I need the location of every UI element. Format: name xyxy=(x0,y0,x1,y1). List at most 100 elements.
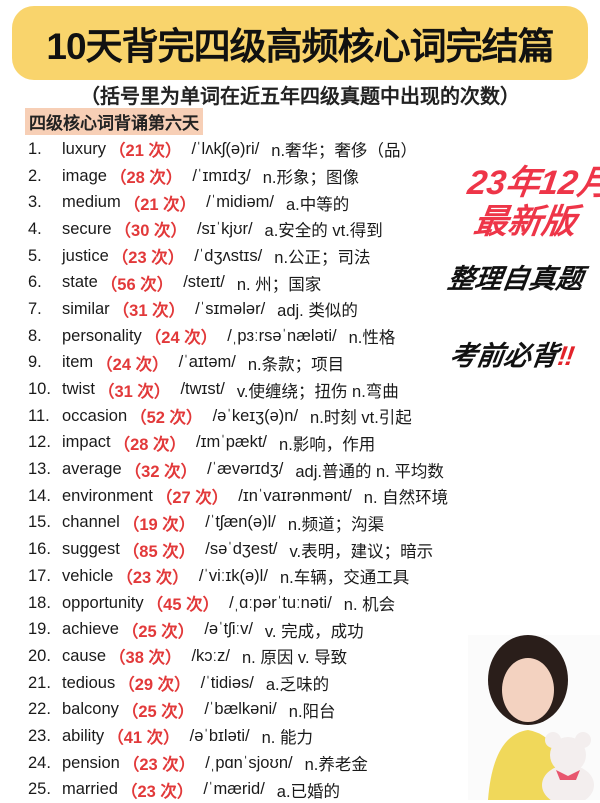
word-number: 4. xyxy=(28,220,62,239)
word-number: 23. xyxy=(28,727,62,746)
word-row: 3.medium（21 次）/ˈmidiəm/a.中等的 xyxy=(28,189,448,216)
word-meaning: a.中等的 xyxy=(286,191,349,215)
word-number: 24. xyxy=(28,754,62,773)
word-phonetic: /əˈkeɪʒ(ə)n/ xyxy=(213,407,298,426)
word-row: 18.opportunity（45 次）/ˌɑːpərˈtuːnəti/n. 机… xyxy=(28,590,448,617)
word-meaning: n.影响，作用 xyxy=(279,431,375,455)
word-meaning: a.安全的 vt.得到 xyxy=(265,217,383,241)
word-meaning: v. 完成，成功 xyxy=(265,618,364,642)
word-number: 5. xyxy=(28,247,62,266)
word-row: 22.balcony（25 次）/ˈbælkəni/n.阳台 xyxy=(28,696,448,723)
section-label: 四级核心词背诵第六天 xyxy=(25,108,203,135)
word-count: （24 次） xyxy=(96,351,168,375)
word-number: 21. xyxy=(28,674,62,693)
word-number: 3. xyxy=(28,193,62,212)
word-number: 7. xyxy=(28,300,62,319)
word-row: 19.achieve（25 次）/əˈtʃiːv/v. 完成，成功 xyxy=(28,616,448,643)
word-phonetic: /ˈtʃæn(ə)l/ xyxy=(205,513,276,532)
word-text: impact xyxy=(62,433,111,452)
word-text: justice xyxy=(62,247,109,266)
word-row: 24.pension（23 次）/ˌpɑnˈsjoʊn/n.养老金 xyxy=(28,750,448,777)
word-phonetic: /ˈɪmɪdʒ/ xyxy=(192,167,250,186)
word-text: pension xyxy=(62,754,120,773)
word-count: （56 次） xyxy=(101,271,173,295)
word-row: 16.suggest（85 次）/səˈdʒest/v.表明，建议；暗示 xyxy=(28,536,448,563)
word-row: 5.justice（23 次）/ˈdʒʌstɪs/n.公正；司法 xyxy=(28,243,448,270)
word-text: cause xyxy=(62,647,106,666)
word-number: 11. xyxy=(28,407,62,426)
word-number: 19. xyxy=(28,620,62,639)
word-meaning: adj. 类似的 xyxy=(277,297,358,321)
word-text: channel xyxy=(62,513,120,532)
word-meaning: n.车辆，交通工具 xyxy=(280,564,409,588)
must-sticker: 考前必背‼ xyxy=(448,343,576,370)
word-number: 14. xyxy=(28,487,62,506)
word-number: 25. xyxy=(28,780,62,799)
word-meaning: a.乏味的 xyxy=(266,671,329,695)
word-text: image xyxy=(62,167,107,186)
word-text: item xyxy=(62,353,93,372)
presenter-photo xyxy=(468,635,600,800)
word-count: （52 次） xyxy=(130,404,202,428)
word-row: 7.similar（31 次） /ˈsɪmələr/adj. 类似的 xyxy=(28,296,448,323)
word-number: 6. xyxy=(28,273,62,292)
word-phonetic: /ˌpɑnˈsjoʊn/ xyxy=(205,754,292,773)
word-phonetic: /steɪt/ xyxy=(183,273,225,292)
word-meaning: n.奢华；奢侈（品） xyxy=(271,137,417,161)
word-count: （24 次） xyxy=(145,324,217,348)
source-sticker: 整理自真题 xyxy=(446,266,585,293)
word-phonetic: /ˈaɪtəm/ xyxy=(179,353,236,372)
word-phonetic: /ˈtidiəs/ xyxy=(201,674,254,693)
word-text: tedious xyxy=(62,674,115,693)
word-phonetic: /ˈmidiəm/ xyxy=(206,193,274,212)
word-row: 11.occasion（52 次）/əˈkeɪʒ(ə)n/n.时刻 vt.引起 xyxy=(28,403,448,430)
word-phonetic: /əˈtʃiːv/ xyxy=(204,620,253,639)
word-number: 13. xyxy=(28,460,62,479)
page-title: 10天背完四级高频核心词完结篇 xyxy=(46,16,553,70)
word-text: suggest xyxy=(62,540,120,559)
word-phonetic: /səˈdʒest/ xyxy=(205,540,277,559)
word-count: （27 次） xyxy=(156,484,228,508)
word-text: similar xyxy=(62,300,110,319)
word-row: 23.ability（41 次）/əˈbɪləti/n. 能力 xyxy=(28,723,448,750)
word-number: 16. xyxy=(28,540,62,559)
word-number: 9. xyxy=(28,353,62,372)
word-count: （19 次） xyxy=(123,511,195,535)
word-number: 15. xyxy=(28,513,62,532)
word-row: 10.twist（31 次）/twɪst/v.使缠绕；扭伤 n.弯曲 xyxy=(28,376,448,403)
word-phonetic: /ɪmˈpækt/ xyxy=(196,433,267,452)
word-count: （29 次） xyxy=(118,671,190,695)
word-text: achieve xyxy=(62,620,119,639)
word-meaning: n. 自然环境 xyxy=(364,484,448,508)
word-text: vehicle xyxy=(62,567,113,586)
word-phonetic: /ˈlʌkʃ(ə)ri/ xyxy=(191,140,259,159)
word-text: luxury xyxy=(62,140,106,159)
word-phonetic: /ɪnˈvaɪrənmənt/ xyxy=(238,487,352,506)
word-count: （31 次） xyxy=(113,297,185,321)
word-row: 25.married（23 次）/ˈmærid/a.已婚的 xyxy=(28,777,448,803)
word-number: 8. xyxy=(28,327,62,346)
word-row: 13.average（32 次）/ˈævərɪdʒ/adj.普通的 n. 平均数 xyxy=(28,456,448,483)
word-phonetic: /ˈviːɪk(ə)l/ xyxy=(199,567,268,586)
double-exclamation-icon: ‼ xyxy=(556,341,577,371)
word-row: 14.environment（27 次）/ɪnˈvaɪrənmənt/n. 自然… xyxy=(28,483,448,510)
word-meaning: n.公正；司法 xyxy=(274,244,370,268)
word-count: （85 次） xyxy=(123,538,195,562)
word-count: （31 次） xyxy=(98,378,170,402)
word-text: state xyxy=(62,273,98,292)
word-row: 4.secure（30 次）/sɪˈkjʊr/a.安全的 vt.得到 xyxy=(28,216,448,243)
word-number: 12. xyxy=(28,433,62,452)
word-row: 8.personality（24 次）/ˌpɜːrsəˈnæləti/n.性格 xyxy=(28,323,448,350)
word-text: average xyxy=(62,460,122,479)
word-phonetic: /ˈsɪmələr/ xyxy=(195,300,265,319)
word-count: （28 次） xyxy=(110,164,182,188)
word-meaning: n. 能力 xyxy=(262,724,313,748)
word-list: 1.luxury（21 次）/ˈlʌkʃ(ə)ri/n.奢华；奢侈（品）2.im… xyxy=(28,136,448,803)
word-count: （25 次） xyxy=(122,698,194,722)
word-count: （23 次） xyxy=(121,778,193,802)
word-row: 12.impact（28 次）/ɪmˈpækt/n.影响，作用 xyxy=(28,430,448,457)
word-row: 20.cause（38 次）/kɔːz/n. 原因 v. 导致 xyxy=(28,643,448,670)
word-meaning: n.频道；沟渠 xyxy=(288,511,384,535)
word-phonetic: /ˈmærid/ xyxy=(203,780,264,799)
word-row: 2.image（28 次）/ˈɪmɪdʒ/n.形象；图像 xyxy=(28,163,448,190)
